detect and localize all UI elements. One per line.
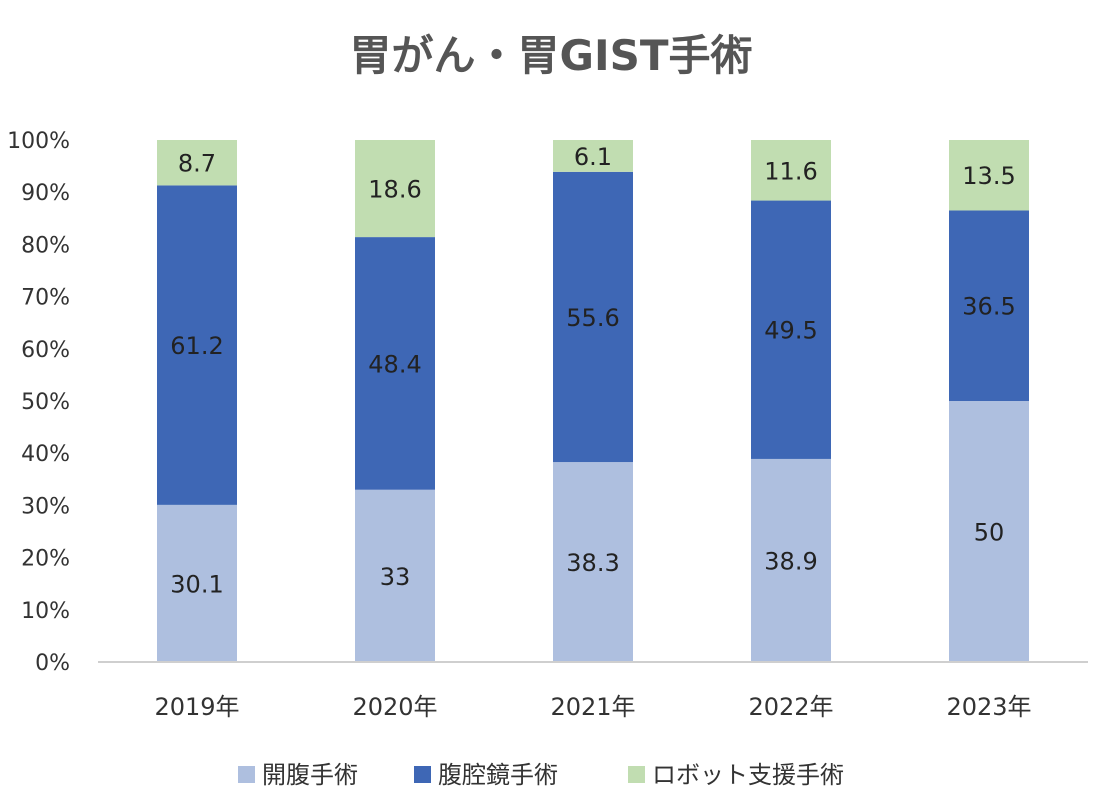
data-label: 36.5: [962, 293, 1015, 321]
bar-segment: [751, 200, 831, 459]
data-label: 61.2: [170, 332, 223, 360]
legend-label: 腹腔鏡手術: [438, 761, 558, 789]
bar-segment: [751, 458, 831, 662]
x-tick-label: 2019年: [154, 693, 239, 721]
y-tick-label: 0%: [35, 651, 70, 676]
data-label: 11.6: [764, 157, 817, 185]
legend-swatch: [628, 766, 645, 783]
y-tick-label: 100%: [7, 129, 70, 154]
data-label: 48.4: [368, 350, 421, 378]
bar-segment: [553, 171, 633, 463]
data-label: 55.6: [566, 304, 619, 332]
data-label: 38.3: [566, 549, 619, 577]
legend: 開腹手術 腹腔鏡手術 ロボット支援手術: [238, 761, 844, 789]
legend-swatch: [238, 766, 255, 783]
data-labels-group: 30.1 61.2 8.7 33 48.4 18.6 38.3 55.6 6.1 38.9 49.5…: [170, 143, 1015, 599]
bar-segment: [949, 140, 1029, 211]
bar-segment: [553, 462, 633, 662]
data-label: 33: [380, 563, 411, 591]
x-tick-label: 2023年: [946, 693, 1031, 721]
y-tick-label: 90%: [21, 181, 70, 206]
bar-segment: [553, 140, 633, 172]
x-tick-label: 2021年: [550, 693, 635, 721]
data-label: 6.1: [574, 143, 612, 171]
data-label: 18.6: [368, 176, 421, 204]
y-tick-label: 50%: [21, 390, 70, 415]
bars-group: [157, 140, 1029, 662]
y-tick-label: 60%: [21, 338, 70, 363]
y-tick-label: 80%: [21, 233, 70, 258]
y-tick-label: 30%: [21, 494, 70, 519]
bar-segment: [157, 185, 237, 505]
legend-label: ロボット支援手術: [652, 761, 844, 789]
data-label: 38.9: [764, 547, 817, 575]
legend-swatch: [414, 766, 431, 783]
bar-segment: [355, 140, 435, 238]
bar-segment: [157, 504, 237, 662]
x-tick-label: 2022年: [748, 693, 833, 721]
y-tick-label: 70%: [21, 286, 70, 311]
x-axis-labels: 2019年 2020年 2021年 2022年 2023年: [154, 693, 1031, 721]
data-label: 49.5: [764, 317, 817, 345]
y-tick-label: 10%: [21, 599, 70, 624]
data-label: 30.1: [170, 570, 223, 598]
bar-segment: [355, 489, 435, 662]
data-label: 50: [974, 519, 1005, 547]
bar-segment: [355, 237, 435, 490]
legend-label: 開腹手術: [262, 761, 358, 789]
bar-segment: [949, 401, 1029, 662]
chart-title: 胃がん・胃GIST手術: [350, 31, 753, 80]
y-tick-label: 20%: [21, 547, 70, 572]
bar-segment: [751, 140, 831, 201]
y-tick-label: 40%: [21, 442, 70, 467]
data-label: 8.7: [178, 150, 216, 178]
bar-segment: [157, 140, 237, 186]
data-label: 13.5: [962, 162, 1015, 190]
bar-segment: [949, 210, 1029, 401]
y-axis-ticks: 0% 10% 20% 30% 40% 50% 60% 70% 80% 90% 100%: [7, 129, 70, 676]
x-tick-label: 2020年: [352, 693, 437, 721]
